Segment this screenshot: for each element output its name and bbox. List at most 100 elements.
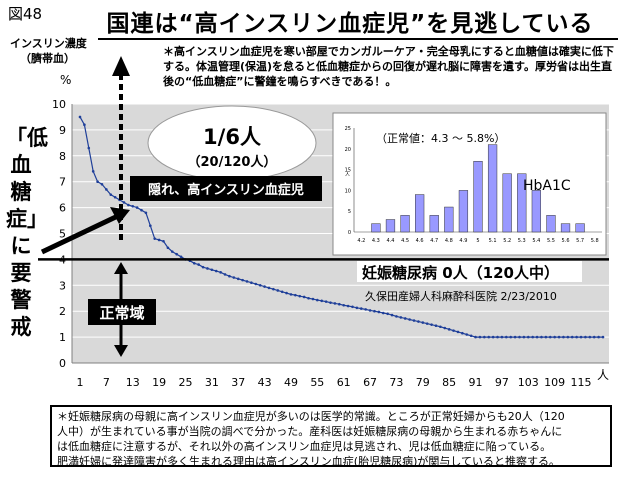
gestational-label: 妊娠糖尿病 0人（120人中） — [362, 264, 559, 282]
data-point — [417, 320, 420, 323]
normal-range-arrow-bottom — [114, 345, 128, 357]
inset-bar — [415, 194, 425, 233]
inset-bar — [473, 161, 483, 233]
data-point — [258, 284, 262, 287]
data-point — [83, 123, 86, 127]
data-point — [487, 335, 491, 339]
y-tick-labels: 012345678910 — [52, 98, 66, 370]
inset-bar — [517, 173, 527, 233]
data-point — [219, 271, 222, 274]
top-note: ＊高インスリン血症児を寒い部屋でカンガルーケア・完全母乳にすると血糖値は確実に低… — [163, 45, 614, 88]
data-point — [452, 329, 455, 332]
data-point — [346, 304, 350, 308]
y-tick-label: 1 — [59, 331, 66, 344]
normal-range-arrow-top — [114, 262, 128, 274]
inset-x-tick-label: 5.3 — [518, 238, 526, 244]
inset-x-tick-label: 4.2 — [357, 238, 365, 244]
data-point — [298, 294, 302, 298]
data-point — [223, 273, 227, 276]
data-point — [584, 335, 587, 339]
y-tick-label: 10 — [52, 98, 66, 111]
data-point — [351, 305, 354, 309]
data-point — [478, 335, 482, 339]
data-point — [386, 312, 389, 316]
x-tick-labels: 1 7 13 19 25 31 37 43 49 55 61 67 73 79 85 91 97 103 109 11… — [77, 376, 592, 389]
data-point — [135, 206, 139, 209]
inset-title: （正常値：4.3 〜 5.8%） — [376, 132, 505, 145]
inset-bar — [531, 190, 541, 233]
data-point — [522, 335, 526, 339]
x-tick-label: 1 — [77, 376, 84, 389]
data-point — [421, 321, 425, 324]
data-point — [113, 195, 117, 199]
y-tick-label: 0 — [59, 357, 66, 370]
data-point — [285, 291, 288, 295]
side-warning-label: 「低血糖症」に要警戒 — [6, 126, 48, 339]
inset-x-tick-label: 4.5 — [401, 238, 409, 244]
y-axis-sublabel: （臍帯血） — [20, 52, 75, 65]
x-tick-label: 49 — [284, 376, 298, 389]
inset-x-tick-label: 4.7 — [430, 238, 438, 244]
hidden-label: 隠れ、高インスリン血症児 — [148, 182, 304, 198]
data-point — [368, 309, 372, 312]
normal-range-label: 正常域 — [99, 304, 144, 322]
data-point — [329, 301, 332, 304]
data-point — [544, 335, 548, 339]
data-point — [210, 268, 214, 272]
inset-y-tick-label: 15 — [345, 168, 351, 174]
data-point — [553, 335, 556, 339]
data-point — [395, 315, 398, 318]
data-point — [228, 274, 231, 278]
data-point — [364, 308, 367, 311]
data-point — [192, 261, 196, 265]
inset-label: HbA1C — [523, 178, 571, 194]
data-point — [241, 278, 244, 282]
data-point — [179, 255, 183, 259]
inset-y-tick-label: 0 — [348, 230, 351, 236]
bottom-note-line: 人中）が生まれている事が当院の調べで分かった。産科医は妊娠糖尿病の母親から生まれ… — [57, 425, 563, 438]
inset-x-tick-label: 4.9 — [459, 238, 467, 244]
data-point — [509, 335, 513, 339]
hidden-label-box — [130, 176, 322, 201]
x-tick-label: 61 — [337, 376, 351, 389]
insulin-series-points — [78, 115, 605, 339]
data-point — [597, 335, 600, 339]
data-point — [276, 289, 280, 292]
inset-bar — [546, 215, 556, 233]
dotted-arrow-head — [112, 56, 130, 76]
data-point — [579, 335, 583, 339]
data-point — [333, 302, 337, 305]
y-tick-label: 5 — [59, 228, 66, 241]
data-point — [500, 335, 504, 339]
x-tick-label: 43 — [258, 376, 272, 389]
hospital-label: 久保田産婦人科麻酔科医院 2/23/2010 — [365, 289, 557, 303]
data-point — [377, 310, 381, 314]
normal-range-box — [88, 299, 156, 325]
data-point — [412, 319, 416, 322]
y-tick-label: 7 — [59, 176, 66, 189]
inset-y-unit: 人 — [345, 172, 350, 178]
data-point — [311, 297, 315, 301]
x-axis-unit: 人 — [597, 368, 609, 382]
inset-bar — [487, 144, 498, 233]
figure-label: 図48 — [8, 5, 43, 23]
data-point — [109, 193, 113, 196]
data-point — [408, 318, 411, 321]
data-point — [263, 285, 266, 288]
data-point — [443, 326, 447, 330]
data-point — [373, 309, 376, 313]
data-point — [355, 306, 359, 310]
page-title: 国連は“高インスリン血症児”を見逃している — [106, 11, 594, 37]
y-axis-unit: % — [60, 73, 72, 87]
inset-x-tick-label: 5.2 — [503, 238, 511, 244]
inset-x-tick-label: 5.1 — [489, 238, 497, 244]
data-point — [447, 328, 451, 331]
data-point — [359, 307, 363, 310]
data-point — [100, 182, 104, 186]
data-point — [526, 335, 530, 339]
data-point — [197, 263, 200, 266]
y-axis-label: インスリン濃度 — [10, 37, 87, 50]
data-point — [469, 334, 473, 338]
x-tick-label: 55 — [310, 376, 324, 389]
inset-bar — [429, 215, 439, 233]
